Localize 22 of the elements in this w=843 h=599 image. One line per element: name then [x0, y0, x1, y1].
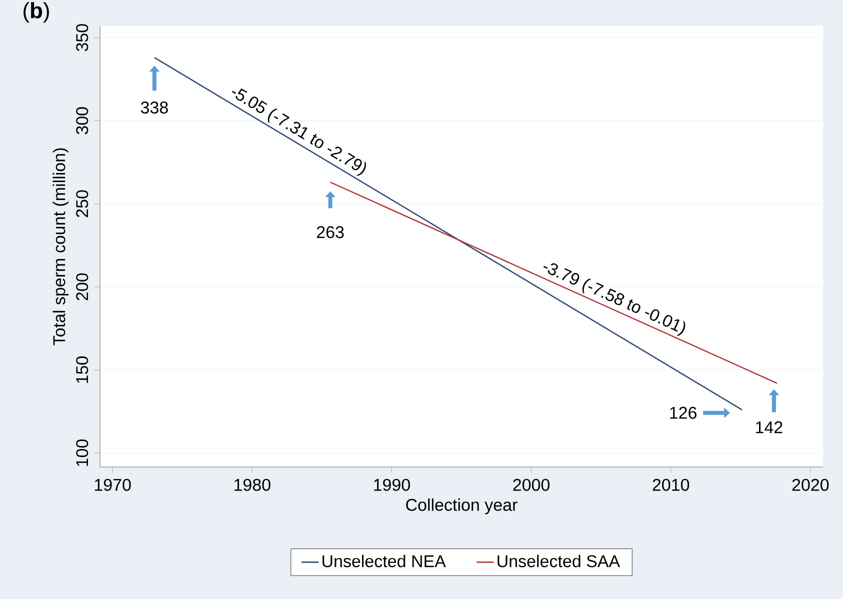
annotation: 263: [316, 226, 344, 238]
legend-label: Unselected SAA: [498, 554, 620, 568]
legend-label: Unselected NEA: [322, 554, 446, 568]
annotation: 126: [670, 406, 696, 419]
y-tick-label: 250: [76, 190, 88, 218]
x-tick-label: 1970: [94, 478, 131, 491]
x-axis-title: Collection year: [406, 498, 518, 514]
x-tick-label: 2020: [792, 478, 829, 491]
x-tick-label: 2000: [513, 478, 550, 491]
y-axis-title: Total sperm count (million): [52, 148, 69, 346]
chart-title: (b): [24, 2, 49, 23]
y-tick-label: 200: [76, 273, 88, 300]
x-tick-label: 2010: [652, 478, 690, 491]
x-tick-label: 1980: [234, 478, 270, 491]
annotation: -3.79 (-7.58 to -0.01): [543, 263, 686, 336]
annotation: 142: [756, 421, 782, 434]
y-tick-label: 300: [76, 107, 88, 134]
y-tick-label: 100: [76, 440, 88, 466]
y-tick-label: 350: [76, 24, 88, 52]
y-tick-label: 150: [76, 356, 88, 383]
x-tick-label: 1990: [374, 478, 410, 491]
annotation: 338: [140, 102, 168, 114]
